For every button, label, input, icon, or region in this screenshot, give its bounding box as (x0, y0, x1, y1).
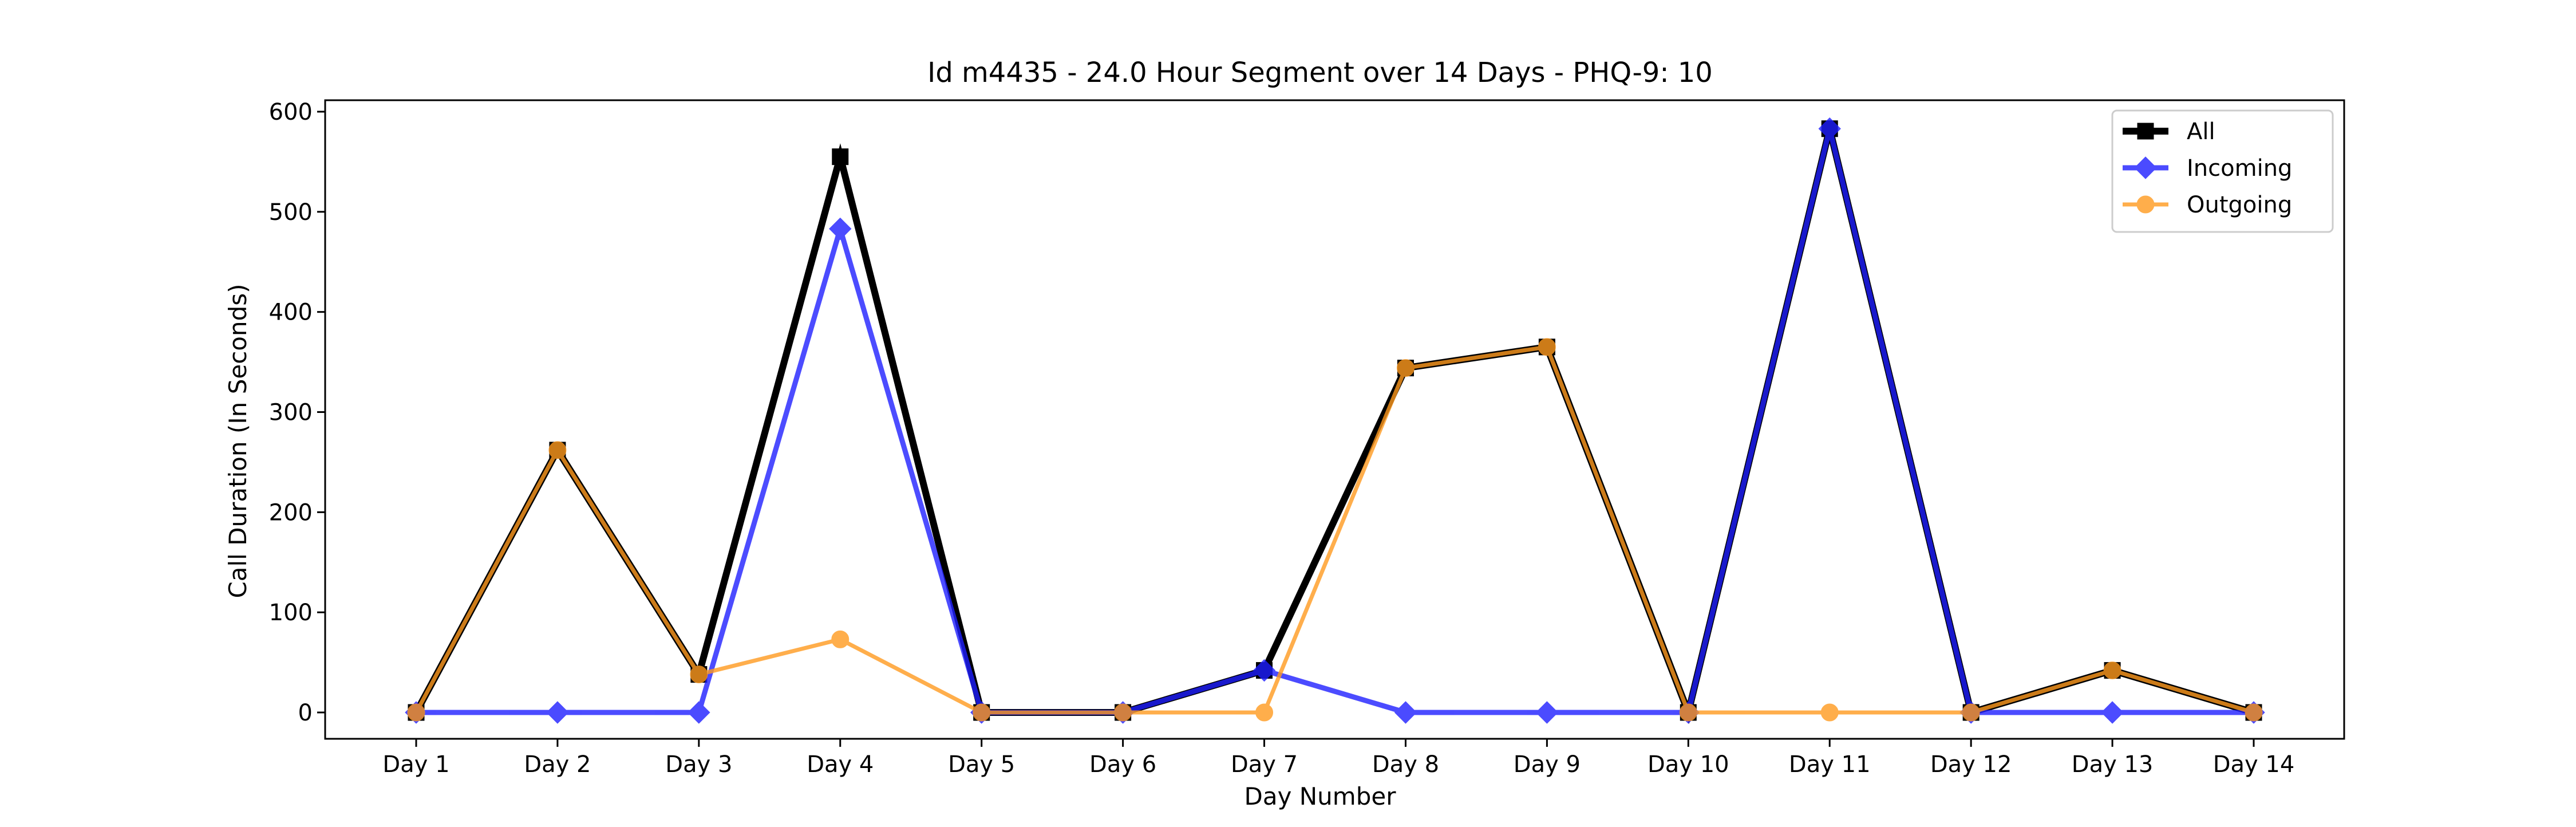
data-point-outgoing (2103, 661, 2121, 680)
data-point-outgoing (548, 441, 567, 459)
legend-label: All (2187, 119, 2215, 145)
legend-marker (2134, 156, 2157, 179)
y-tick-label: 100 (269, 600, 313, 626)
x-tick-label: Day 5 (948, 751, 1015, 778)
y-tick-label: 300 (269, 400, 313, 426)
legend-label: Outgoing (2187, 192, 2292, 218)
legend-label: Incoming (2187, 155, 2292, 182)
data-point-outgoing (1114, 703, 1132, 722)
data-point-outgoing (1538, 338, 1556, 356)
x-tick-label: Day 6 (1089, 751, 1156, 778)
x-tick-label: Day 9 (1514, 751, 1581, 778)
y-tick-label: 400 (269, 300, 313, 326)
data-point-incoming (829, 217, 852, 241)
data-point-incoming (1818, 117, 1841, 140)
x-axis-label: Day Number (1244, 782, 1396, 810)
y-axis-label: Call Duration (In Seconds) (224, 283, 252, 598)
legend-box (2111, 109, 2334, 233)
x-tick-label: Day 12 (1930, 751, 2012, 778)
legend: All Incoming Outgoing (2111, 109, 2334, 233)
data-point-outgoing (1396, 359, 1415, 377)
legend-item (2123, 195, 2168, 214)
x-tick-label: Day 1 (382, 751, 449, 778)
data-point-outgoing (1820, 703, 1839, 722)
x-tick-label: Day 2 (524, 751, 591, 778)
data-point-outgoing (407, 703, 425, 722)
data-point-outgoing (973, 703, 991, 722)
data-point-outgoing (831, 630, 850, 648)
data-point-all (832, 148, 849, 166)
legend-item (2123, 156, 2168, 179)
chart-title: Id m4435 - 24.0 Hour Segment over 14 Day… (927, 57, 1713, 89)
series-outgoing (407, 338, 2263, 722)
data-point-incoming (1535, 701, 1559, 724)
data-point-outgoing (2245, 703, 2263, 722)
data-point-incoming (546, 701, 569, 724)
data-point-incoming (2101, 701, 2124, 724)
data-point-outgoing (1679, 703, 1697, 722)
data-point-outgoing (1962, 703, 1980, 722)
x-tick-label: Day 11 (1789, 751, 1871, 778)
data-point-incoming (688, 701, 710, 724)
series-line-incoming (416, 128, 2254, 715)
x-tick-label: Day 10 (1647, 751, 1729, 778)
y-tick-label: 200 (269, 499, 313, 526)
data-point-outgoing (690, 665, 708, 684)
legend-marker (2136, 195, 2155, 214)
data-point-incoming (1253, 659, 1276, 682)
series-line-outgoing (414, 344, 2254, 715)
x-tick-label: Day 4 (807, 751, 874, 778)
legend-marker (2137, 123, 2154, 140)
x-tick-label: Day 8 (1372, 751, 1439, 778)
legend-item (2123, 123, 2168, 140)
axes: 0 100 200 300 400 500 600 Day 1 Day 2 Day 3 Day 4 D… (269, 99, 2345, 778)
y-tick-label: 600 (269, 99, 313, 125)
x-tick-label: Day 3 (665, 751, 732, 778)
x-tick-label: Day 7 (1231, 751, 1298, 778)
data-point-incoming (1394, 701, 1417, 724)
y-tick-label: 0 (298, 700, 313, 726)
data-point-outgoing (1255, 703, 1274, 722)
x-tick-label: Day 13 (2072, 751, 2154, 778)
plot-frame (324, 99, 2345, 740)
y-tick-label: 500 (269, 199, 313, 226)
x-tick-label: Day 14 (2213, 751, 2295, 778)
series-lines (405, 117, 2265, 724)
